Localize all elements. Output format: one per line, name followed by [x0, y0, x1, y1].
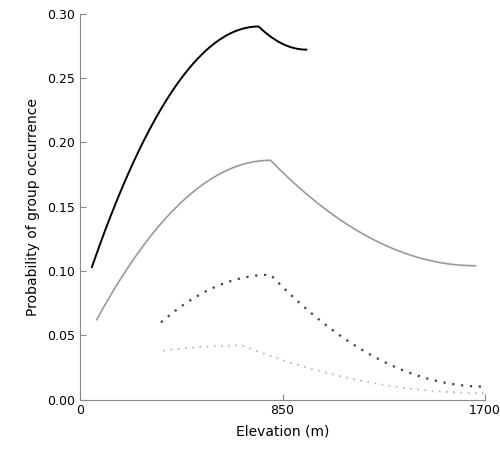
X-axis label: Elevation (m): Elevation (m) — [236, 424, 329, 438]
Y-axis label: Probability of group occurrence: Probability of group occurrence — [26, 98, 40, 316]
